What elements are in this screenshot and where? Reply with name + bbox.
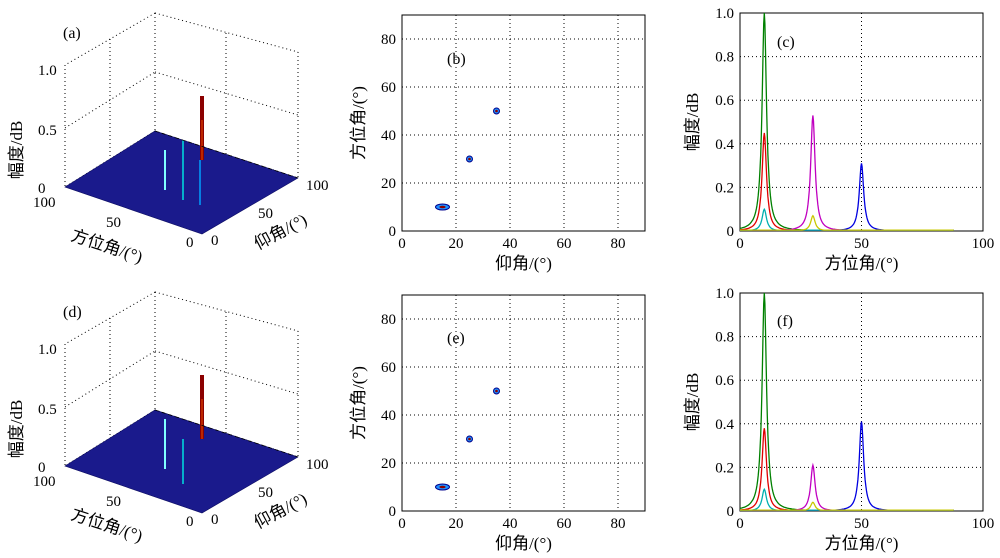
d-ytick-100: 100	[306, 457, 329, 473]
b-xtick: 20	[449, 236, 464, 252]
c-xtick: 50	[854, 236, 869, 252]
c-ytick: 0.8	[715, 50, 734, 66]
charts-2d: 0 20 40 60 80 0 20 40 60 80 仰角/(°) 方位角/(°) (b) 0 0.2 0.…	[349, 6, 994, 553]
e-ytick: 20	[381, 456, 396, 472]
c-xtick: 100	[972, 236, 995, 252]
b-ytick: 60	[381, 80, 396, 96]
d-ztick-0: 0	[38, 460, 46, 476]
a-xtick-0: 0	[186, 235, 194, 251]
a-xtick-100: 100	[33, 195, 56, 211]
panel-a-3d: 1.0 0.5 0 100 50 0 0 50 100 幅度/dB 方位角/(°…	[7, 12, 329, 267]
e-ylabel: 方位角/(°)	[349, 366, 368, 440]
b-ytick: 0	[389, 224, 397, 240]
e-xtick: 20	[449, 516, 464, 532]
e-xtick: 80	[611, 516, 626, 532]
f-xlabel: 方位角/(°)	[825, 534, 899, 553]
c-ytick: 0.6	[715, 93, 734, 109]
d-ztick-05: 0.5	[38, 402, 57, 418]
e-ytick: 0	[389, 504, 397, 520]
panel-b-contour: 0 20 40 60 80 0 20 40 60 80 仰角/(°) 方位角/(°) (b)	[349, 14, 646, 273]
a-xlabel: 方位角/(°)	[69, 226, 145, 267]
b-contour-core	[439, 205, 446, 209]
b-xtick: 40	[503, 236, 518, 252]
f-xtick: 50	[854, 516, 869, 532]
e-xtick: 40	[503, 516, 518, 532]
d-zlabel: 幅度/dB	[7, 400, 26, 459]
b-ytick: 20	[381, 176, 396, 192]
b-xlabel: 仰角/(°)	[495, 254, 552, 273]
f-ylabel: 幅度/dB	[683, 373, 702, 432]
b-ytick: 40	[381, 128, 396, 144]
c-ytick: 0.4	[715, 137, 734, 153]
d-xtick-50: 50	[106, 494, 121, 510]
c-ytick: 0.2	[715, 180, 734, 196]
panel-label-c: (c)	[777, 34, 795, 51]
f-ytick: 0.4	[715, 417, 734, 433]
e-contour-core	[439, 485, 446, 489]
b-contour-core	[468, 157, 471, 161]
a-xtick-50: 50	[106, 215, 121, 231]
panel-label-f: (f)	[777, 313, 793, 330]
d-xtick-0: 0	[186, 514, 194, 530]
panel-f-line: 0 0.2 0.4 0.6 0.8 1.0 0 50 100 方位角/(°) 幅度/dB (f)	[683, 286, 994, 553]
f-ytick: 1.0	[715, 286, 734, 302]
panel-label-d: (d)	[63, 304, 82, 321]
c-ytick: 0	[727, 224, 735, 240]
panel-label-a: (a)	[63, 25, 81, 42]
f-ytick: 0	[727, 504, 735, 520]
e-xtick: 60	[557, 516, 572, 532]
a-ytick-0: 0	[211, 233, 219, 249]
e-xlabel: 仰角/(°)	[495, 534, 552, 553]
c-series-line	[740, 214, 954, 231]
b-ytick: 80	[381, 32, 396, 48]
e-xtick: 0	[398, 516, 406, 532]
a-ytick-100: 100	[306, 178, 329, 194]
c-ytick: 1.0	[715, 6, 734, 22]
panel-c-line: 0 0.2 0.4 0.6 0.8 1.0 0 50 100 方位角/(°) 幅度/dB (c)	[683, 6, 994, 273]
e-contour-core	[468, 437, 471, 441]
b-xtick: 60	[557, 236, 572, 252]
e-contour-core	[495, 389, 498, 393]
b-xtick: 0	[398, 236, 406, 252]
c-ylabel: 幅度/dB	[683, 93, 702, 152]
f-xtick: 100	[972, 516, 995, 532]
a-ytick-50: 50	[258, 206, 273, 222]
b-ylabel: 方位角/(°)	[349, 86, 368, 160]
panel-label-b: (b)	[447, 51, 466, 68]
d-ztick-1: 1.0	[38, 342, 57, 358]
d-xtick-100: 100	[33, 474, 56, 490]
f-ytick: 0.2	[715, 460, 734, 476]
f-xtick: 0	[736, 516, 744, 532]
d-xlabel: 方位角/(°)	[69, 505, 145, 546]
a-ztick-0: 0	[38, 181, 46, 197]
e-ytick: 80	[381, 312, 396, 328]
e-ytick: 60	[381, 360, 396, 376]
a-ztick-1: 1.0	[38, 63, 57, 79]
e-frame	[401, 294, 646, 512]
d-ytick-50: 50	[258, 485, 273, 501]
a-zlabel: 幅度/dB	[7, 121, 26, 180]
panel-e-contour: 0 20 40 60 80 0 20 40 60 80 仰角/(°) 方位角/(°) (e)	[349, 294, 646, 553]
a-ztick-05: 0.5	[38, 123, 57, 139]
b-xtick: 80	[611, 236, 626, 252]
e-ytick: 40	[381, 408, 396, 424]
panel-label-e: (e)	[447, 330, 465, 347]
f-ytick: 0.6	[715, 373, 734, 389]
b-frame	[401, 14, 646, 232]
panel-d-3d: 1.0 0.5 0 100 50 0 0 50 100 幅度/dB 方位角/(°…	[7, 291, 329, 546]
f-ytick: 0.8	[715, 330, 734, 346]
d-ytick-0: 0	[211, 512, 219, 528]
c-xtick: 0	[736, 236, 744, 252]
c-xlabel: 方位角/(°)	[825, 254, 899, 273]
f-series-line	[740, 501, 954, 511]
b-contour-core	[495, 109, 498, 113]
